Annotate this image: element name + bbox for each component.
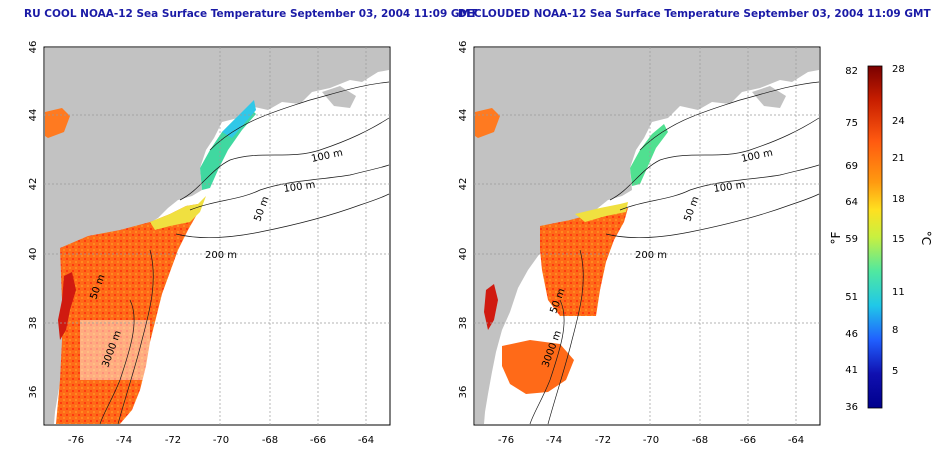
- celsius-tick: 11: [892, 287, 905, 298]
- fahrenheit-tick: 41: [845, 365, 858, 376]
- celsius-tick: 5: [892, 366, 898, 377]
- celsius-unit-label: °C: [919, 231, 933, 245]
- fahrenheit-tick: 64: [845, 197, 858, 208]
- right-sst-orange-block: [540, 206, 628, 316]
- right-land: [475, 48, 819, 424]
- right-bathymetry-contours: [529, 81, 820, 425]
- fahrenheit-tick: 75: [845, 118, 858, 129]
- left-bay-red: [58, 272, 76, 340]
- fahrenheit-tick: 69: [845, 161, 858, 172]
- left-sst-orange-swath: [56, 204, 198, 424]
- right-sst-offshore-orange: [475, 108, 500, 138]
- left-land: [45, 48, 389, 424]
- fahrenheit-tick: 59: [845, 234, 858, 245]
- right-lon-tick: -66: [740, 435, 756, 446]
- left-lat-axis: 46 44 42 40 38 36: [28, 41, 39, 399]
- celsius-tick: 28: [892, 64, 905, 75]
- right-lat-tick: 44: [458, 109, 469, 122]
- left-contour-label-100m-b: 100 m: [283, 180, 316, 195]
- right-bay-red: [484, 284, 498, 330]
- celsius-tick: 8: [892, 325, 898, 336]
- left-lat-tick: 40: [28, 248, 39, 261]
- right-land-island: [752, 86, 786, 108]
- fahrenheit-tick: 51: [845, 292, 858, 303]
- right-lat-tick: 38: [458, 317, 469, 330]
- right-lat-tick: 40: [458, 248, 469, 261]
- left-lat-tick: 46: [28, 41, 39, 54]
- right-lon-tick: -64: [788, 435, 804, 446]
- right-sst-south-patch: [502, 340, 574, 394]
- left-lon-tick: -72: [165, 435, 181, 446]
- left-lon-axis: -76 -74 -72 -70 -68 -66 -64: [68, 435, 374, 446]
- left-lat-tick: 36: [28, 386, 39, 399]
- left-lon-tick: -74: [116, 435, 132, 446]
- left-lon-tick: -68: [262, 435, 278, 446]
- right-panel-title: DECLOUDED NOAA-12 Sea Surface Temperatur…: [458, 8, 931, 20]
- colorbar-celsius-ticks: 28 24 21 18 15 11 8 5: [892, 64, 905, 377]
- left-contour-label-200m: 200 m: [205, 250, 237, 261]
- left-cloud-patch: [80, 320, 150, 380]
- right-sst-green-patch: [630, 124, 668, 186]
- left-lat-tick: 38: [28, 317, 39, 330]
- right-contour-label-200m: 200 m: [635, 250, 667, 261]
- right-contour-label-100m-b: 100 m: [713, 180, 746, 195]
- right-lon-tick: -74: [546, 435, 562, 446]
- left-sst-green-patch: [200, 108, 256, 190]
- left-lat-tick: 44: [28, 109, 39, 122]
- fahrenheit-unit-label: °F: [829, 231, 843, 244]
- right-lon-tick: -68: [692, 435, 708, 446]
- colorbar-fahrenheit-ticks: 82 75 69 64 59 51 46 41 36: [845, 66, 858, 413]
- left-lat-tick: 42: [28, 178, 39, 191]
- right-map-panel: 100 m 100 m 50 m 200 m 50 m 3000 m -76 -…: [458, 41, 821, 446]
- fahrenheit-tick: 46: [845, 329, 858, 340]
- celsius-tick: 21: [892, 153, 905, 164]
- colorbar-gradient: [867, 65, 883, 409]
- right-lat-axis: 46 44 42 40 38 36: [458, 41, 469, 399]
- right-lon-tick: -76: [498, 435, 514, 446]
- fahrenheit-tick: 36: [845, 402, 858, 413]
- left-panel-title: RU COOL NOAA-12 Sea Surface Temperature …: [24, 8, 478, 20]
- right-lat-tick: 46: [458, 41, 469, 54]
- celsius-tick: 15: [892, 234, 905, 245]
- fahrenheit-tick: 82: [845, 66, 858, 77]
- left-land-island: [322, 86, 356, 108]
- left-lon-tick: -70: [213, 435, 229, 446]
- temperature-colorbar: 82 75 69 64 59 51 46 41 36 28 24 21 18 1…: [829, 64, 933, 413]
- celsius-tick: 24: [892, 116, 905, 127]
- right-sst-yellow-band: [575, 202, 628, 222]
- left-sst-offshore-orange: [45, 108, 70, 138]
- right-lon-tick: -70: [643, 435, 659, 446]
- left-sst-cyan-patch: [222, 100, 256, 138]
- right-lon-axis: -76 -74 -72 -70 -68 -66 -64: [498, 435, 804, 446]
- left-graticule: [44, 47, 390, 425]
- left-lon-tick: -64: [358, 435, 374, 446]
- left-lon-tick: -76: [68, 435, 84, 446]
- right-lon-tick: -72: [595, 435, 611, 446]
- left-sst-yellow-band: [150, 196, 206, 230]
- celsius-tick: 18: [892, 194, 905, 205]
- right-lat-tick: 42: [458, 178, 469, 191]
- right-lat-tick: 36: [458, 386, 469, 399]
- right-graticule: [474, 47, 820, 425]
- left-map-panel: 100 m 100 m 50 m 200 m 50 m 3000 m -76 -…: [28, 41, 391, 446]
- left-lon-tick: -66: [310, 435, 326, 446]
- left-bathymetry-contours: [99, 81, 390, 425]
